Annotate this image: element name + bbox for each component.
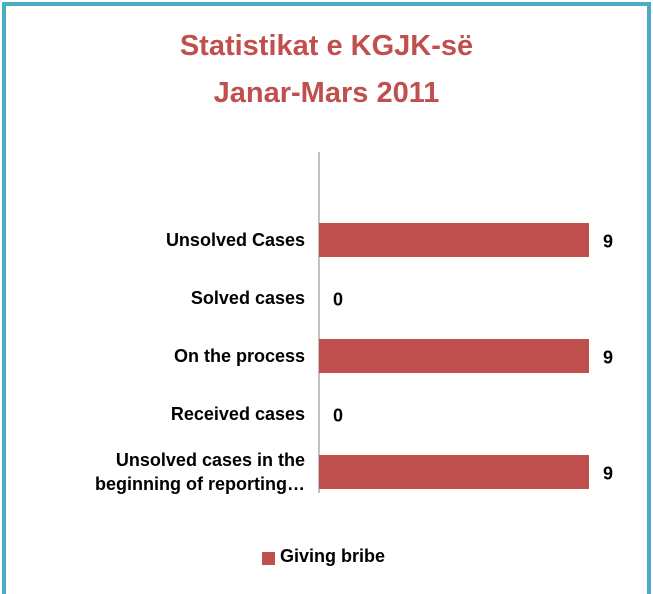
data-label: 0 — [333, 289, 344, 310]
y-tick-label: Solved cases — [190, 288, 305, 308]
data-label: 0 — [333, 405, 344, 426]
chart-title: Janar-Mars 2011 — [213, 77, 440, 109]
bar — [319, 339, 589, 373]
y-tick-label: On the process — [173, 346, 305, 366]
data-label: 9 — [603, 463, 614, 484]
bar — [319, 455, 589, 489]
data-label: 9 — [603, 347, 614, 368]
bar — [319, 223, 589, 257]
y-tick-label: Unsolved Cases — [165, 230, 305, 250]
chart-title: Statistikat e KGJK-së — [179, 30, 474, 62]
legend-swatch — [262, 552, 275, 565]
y-tick-label: Unsolved cases in the beginning of repor… — [95, 450, 305, 494]
data-label: 9 — [603, 231, 614, 252]
y-tick-label: Received cases — [170, 404, 305, 424]
legend-label: Giving bribe — [280, 546, 386, 566]
